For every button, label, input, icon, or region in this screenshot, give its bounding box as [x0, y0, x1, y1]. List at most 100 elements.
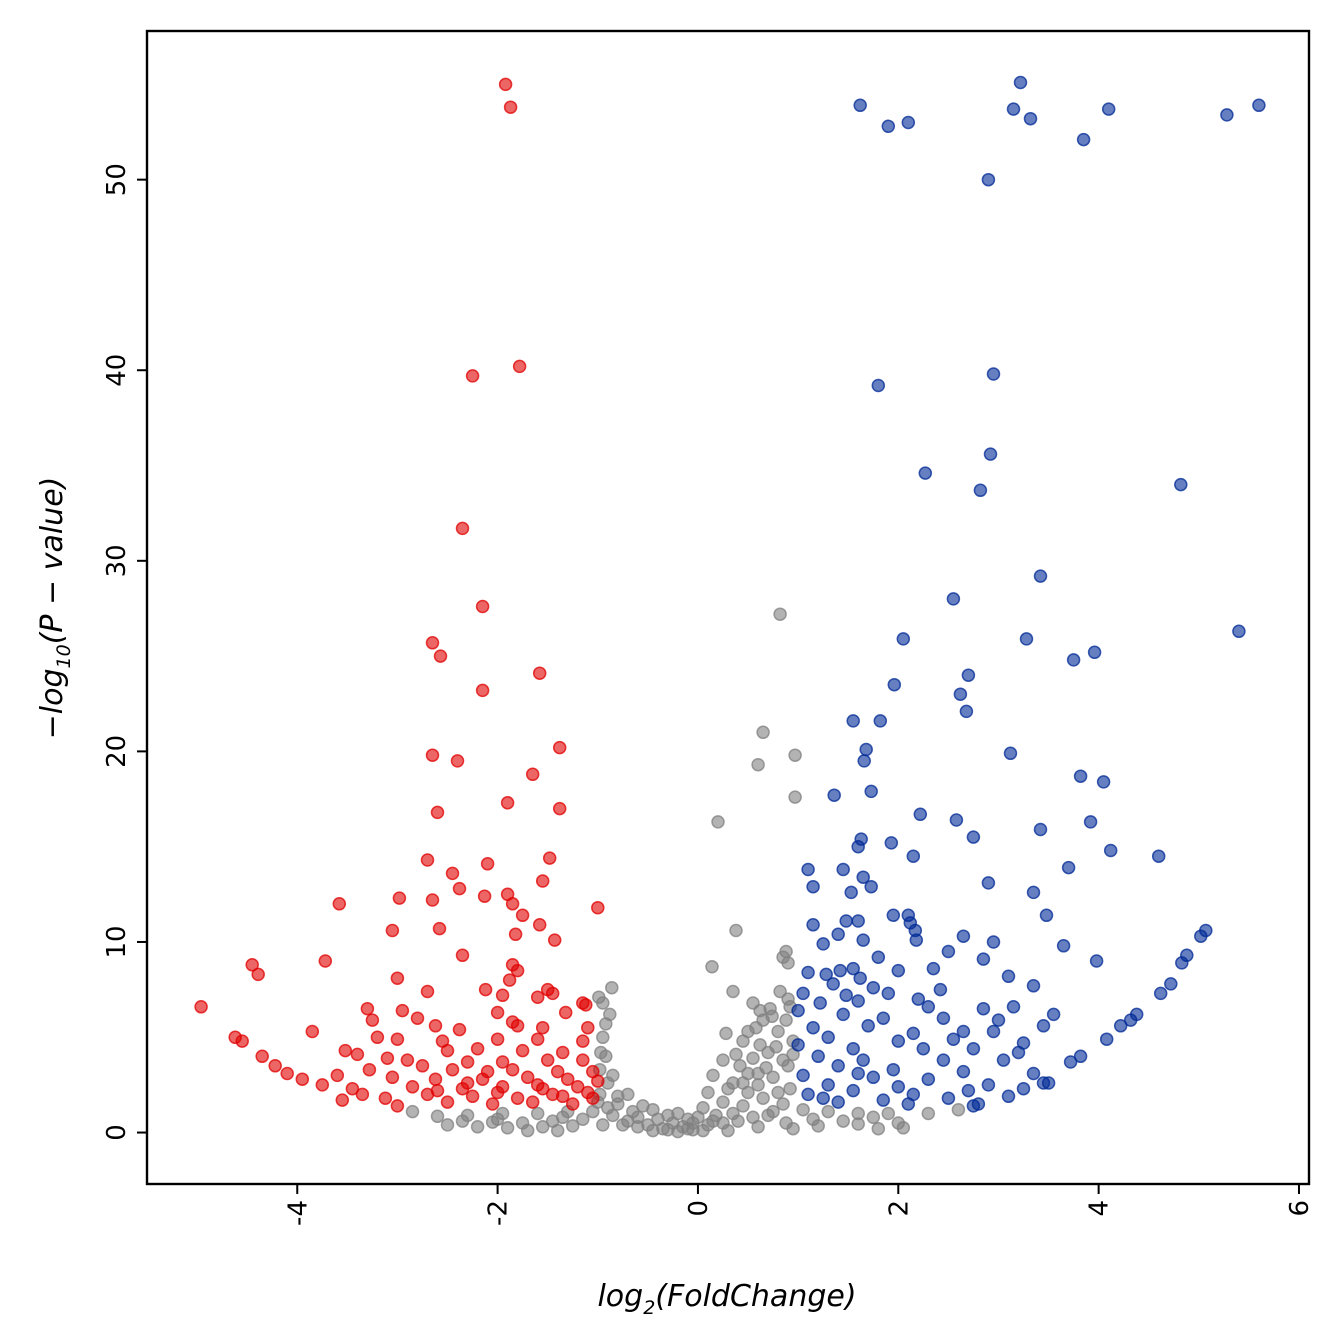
x-tick-label: 0 [684, 1200, 714, 1217]
up-point [813, 996, 827, 1010]
up-point [806, 1020, 820, 1035]
not_significant-point [596, 996, 610, 1010]
up-point [1076, 132, 1091, 147]
up-point [981, 1078, 996, 1092]
down-point [235, 1034, 249, 1048]
down-point [365, 1013, 380, 1027]
up-point [819, 967, 833, 982]
down-point [525, 767, 540, 782]
not_significant-point [836, 1114, 850, 1128]
not_significant-point [719, 1026, 733, 1041]
down-point [510, 1019, 525, 1033]
up-point [1016, 1081, 1031, 1096]
not_significant-point [759, 1060, 773, 1075]
up-point [861, 1019, 875, 1033]
not_significant-point [706, 1114, 720, 1128]
plot-frame [145, 29, 1311, 1186]
up-point [851, 994, 865, 1008]
up-point [836, 1007, 850, 1022]
up-point [936, 1053, 951, 1067]
y-tick-label: 20 [102, 735, 132, 768]
up-point [1003, 746, 1018, 761]
not_significant-point [605, 980, 619, 995]
up-point [981, 172, 996, 187]
up-point [856, 870, 870, 884]
not_significant-point [729, 923, 743, 938]
up-point [1006, 1000, 1021, 1014]
x-axis-label-subscript: 2 [643, 1297, 655, 1319]
up-point [911, 992, 926, 1006]
x-axis-label-rest: (FoldChange) [655, 1279, 856, 1314]
not_significant-point [716, 1095, 730, 1109]
up-point [891, 1080, 906, 1094]
down-point [505, 897, 520, 911]
up-point [901, 1097, 916, 1111]
not_significant-point [621, 1087, 635, 1102]
not_significant-point [741, 1066, 755, 1081]
not_significant-point [761, 1108, 775, 1123]
down-point [251, 967, 265, 982]
up-point [881, 119, 896, 134]
up-point [1103, 843, 1118, 858]
not_significant-point [769, 1040, 783, 1054]
up-point [856, 1053, 870, 1067]
down-point [445, 1062, 460, 1077]
up-point [1096, 775, 1111, 789]
down-point [330, 1068, 345, 1083]
down-point [460, 1076, 475, 1090]
down-point [455, 948, 470, 963]
down-point [542, 851, 557, 865]
up-point [983, 447, 998, 461]
up-point [1026, 979, 1041, 993]
down-point [510, 963, 525, 978]
up-point [833, 963, 847, 978]
up-point [1073, 769, 1088, 783]
down-point [475, 683, 490, 698]
up-point [1123, 1013, 1138, 1027]
up-point [1046, 1007, 1061, 1022]
up-point [816, 1091, 830, 1105]
not_significant-point [550, 1123, 565, 1138]
down-point [490, 1032, 505, 1046]
up-point [916, 1041, 931, 1056]
down-point [465, 1089, 480, 1104]
down-point [505, 1062, 520, 1077]
not_significant-point [779, 1013, 793, 1027]
up-point [901, 115, 916, 130]
up-point [986, 1024, 1001, 1039]
down-point [495, 988, 510, 1003]
up-point [846, 714, 860, 728]
down-point [425, 748, 440, 762]
up-point [956, 929, 971, 943]
down-point [552, 801, 567, 816]
up-point [853, 98, 867, 113]
not_significant-point [646, 1102, 660, 1117]
up-point [896, 632, 911, 646]
not_significant-point [596, 1030, 610, 1045]
down-point [545, 1087, 560, 1102]
not_significant-point [490, 1112, 505, 1126]
down-point [385, 1070, 400, 1085]
down-point [378, 1091, 393, 1105]
up-point [881, 986, 896, 1001]
not_significant-point [626, 1104, 640, 1119]
not_significant-point [796, 1102, 810, 1117]
not_significant-point [788, 748, 802, 762]
up-point [1101, 102, 1116, 116]
down-point [452, 1022, 467, 1037]
down-point [428, 1072, 443, 1086]
series-down [194, 77, 605, 1113]
x-tick-label: -2 [484, 1200, 514, 1226]
down-point [362, 1062, 377, 1077]
up-point [796, 986, 810, 1001]
not_significant-point [535, 1120, 550, 1134]
up-point [1006, 102, 1021, 116]
not_significant-point [671, 1106, 685, 1121]
not_significant-point [576, 1112, 590, 1126]
not_significant-point [783, 1081, 797, 1096]
down-point [515, 908, 530, 923]
not_significant-point [606, 1068, 620, 1083]
up-point [1036, 1019, 1051, 1033]
not_significant-point [603, 1007, 617, 1022]
up-point [1220, 108, 1234, 122]
